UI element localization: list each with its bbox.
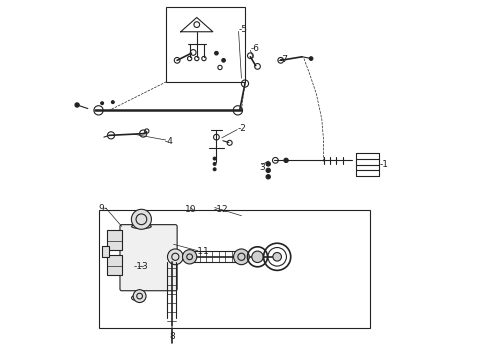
Circle shape (131, 209, 151, 229)
Text: -1: -1 (380, 160, 389, 169)
Circle shape (182, 249, 197, 264)
Bar (107, 255, 122, 275)
Text: -2: -2 (238, 124, 247, 133)
Text: -: - (103, 204, 106, 213)
Text: -6: -6 (250, 44, 259, 53)
Bar (102, 246, 109, 257)
Circle shape (284, 158, 288, 162)
Circle shape (213, 162, 216, 165)
Circle shape (213, 157, 216, 160)
Circle shape (133, 290, 146, 302)
Bar (107, 230, 122, 249)
Circle shape (309, 57, 313, 60)
Circle shape (75, 103, 79, 107)
Circle shape (111, 101, 114, 104)
Text: -13: -13 (134, 262, 148, 271)
Circle shape (100, 102, 103, 105)
Text: 3: 3 (260, 163, 266, 172)
Text: 9: 9 (98, 204, 104, 213)
Text: -12: -12 (214, 205, 228, 214)
Circle shape (234, 249, 249, 265)
Circle shape (252, 251, 263, 262)
Circle shape (213, 168, 216, 171)
Circle shape (266, 168, 270, 172)
Bar (167, 7, 245, 82)
Text: -7: -7 (280, 55, 289, 64)
Circle shape (266, 175, 270, 179)
Circle shape (266, 162, 270, 166)
Circle shape (273, 252, 281, 261)
Bar (98, 210, 370, 328)
Circle shape (215, 51, 218, 55)
Circle shape (168, 249, 183, 265)
Text: -4: -4 (165, 137, 173, 146)
Text: -11: -11 (194, 247, 209, 256)
FancyBboxPatch shape (120, 225, 177, 291)
Text: -5: -5 (239, 25, 247, 34)
Circle shape (222, 59, 225, 62)
Text: 10: 10 (185, 205, 196, 214)
Text: 8: 8 (169, 332, 174, 341)
